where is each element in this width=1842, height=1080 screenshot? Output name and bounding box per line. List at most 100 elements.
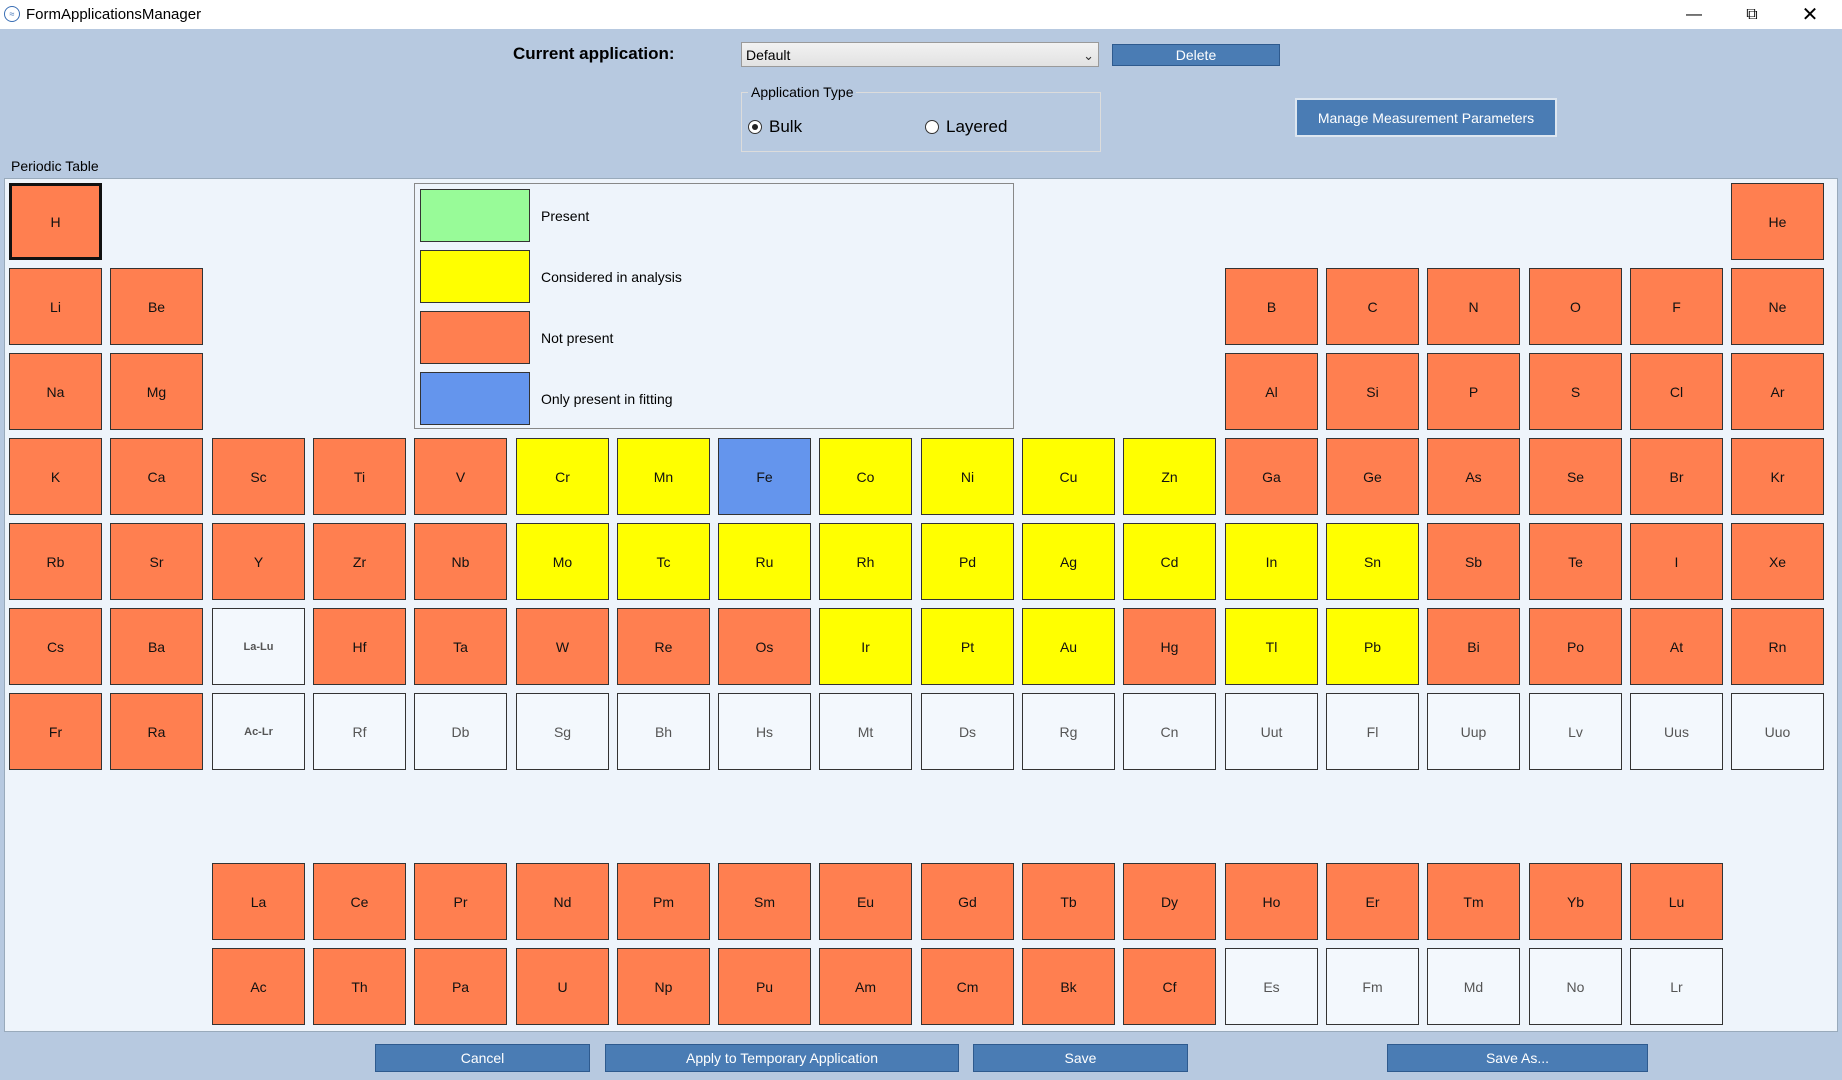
- element-k[interactable]: K: [9, 438, 102, 515]
- element-ce[interactable]: Ce: [313, 863, 406, 940]
- minimize-icon[interactable]: —: [1686, 5, 1702, 23]
- element-al[interactable]: Al: [1225, 353, 1318, 430]
- element-nd[interactable]: Nd: [516, 863, 609, 940]
- element-ac[interactable]: Ac: [212, 948, 305, 1025]
- element-cd[interactable]: Cd: [1123, 523, 1216, 600]
- element-ir[interactable]: Ir: [819, 608, 912, 685]
- element-ba[interactable]: Ba: [110, 608, 203, 685]
- element-hf[interactable]: Hf: [313, 608, 406, 685]
- element-uus[interactable]: Uus: [1630, 693, 1723, 770]
- element-rg[interactable]: Rg: [1022, 693, 1115, 770]
- save-as-button[interactable]: Save As...: [1387, 1044, 1648, 1072]
- element-la-lu[interactable]: La-Lu: [212, 608, 305, 685]
- element-y[interactable]: Y: [212, 523, 305, 600]
- element-np[interactable]: Np: [617, 948, 710, 1025]
- element-pd[interactable]: Pd: [921, 523, 1014, 600]
- element-cf[interactable]: Cf: [1123, 948, 1216, 1025]
- element-i[interactable]: I: [1630, 523, 1723, 600]
- element-cl[interactable]: Cl: [1630, 353, 1723, 430]
- element-ra[interactable]: Ra: [110, 693, 203, 770]
- element-dy[interactable]: Dy: [1123, 863, 1216, 940]
- element-ni[interactable]: Ni: [921, 438, 1014, 515]
- element-la[interactable]: La: [212, 863, 305, 940]
- cancel-button[interactable]: Cancel: [375, 1044, 590, 1072]
- element-o[interactable]: O: [1529, 268, 1622, 345]
- element-ne[interactable]: Ne: [1731, 268, 1824, 345]
- element-rf[interactable]: Rf: [313, 693, 406, 770]
- element-ga[interactable]: Ga: [1225, 438, 1318, 515]
- element-xe[interactable]: Xe: [1731, 523, 1824, 600]
- element-zn[interactable]: Zn: [1123, 438, 1216, 515]
- element-rb[interactable]: Rb: [9, 523, 102, 600]
- radio-bulk-indicator[interactable]: [748, 120, 762, 134]
- element-se[interactable]: Se: [1529, 438, 1622, 515]
- element-h[interactable]: H: [9, 183, 102, 260]
- element-w[interactable]: W: [516, 608, 609, 685]
- element-fe[interactable]: Fe: [718, 438, 811, 515]
- element-ta[interactable]: Ta: [414, 608, 507, 685]
- element-he[interactable]: He: [1731, 183, 1824, 260]
- element-rh[interactable]: Rh: [819, 523, 912, 600]
- element-kr[interactable]: Kr: [1731, 438, 1824, 515]
- element-tl[interactable]: Tl: [1225, 608, 1318, 685]
- element-bi[interactable]: Bi: [1427, 608, 1520, 685]
- element-u[interactable]: U: [516, 948, 609, 1025]
- element-cn[interactable]: Cn: [1123, 693, 1216, 770]
- element-sm[interactable]: Sm: [718, 863, 811, 940]
- element-uup[interactable]: Uup: [1427, 693, 1520, 770]
- element-cr[interactable]: Cr: [516, 438, 609, 515]
- element-bk[interactable]: Bk: [1022, 948, 1115, 1025]
- element-gd[interactable]: Gd: [921, 863, 1014, 940]
- element-ge[interactable]: Ge: [1326, 438, 1419, 515]
- element-re[interactable]: Re: [617, 608, 710, 685]
- current-application-select[interactable]: Default ⌄: [741, 42, 1099, 67]
- element-v[interactable]: V: [414, 438, 507, 515]
- element-lr[interactable]: Lr: [1630, 948, 1723, 1025]
- element-sr[interactable]: Sr: [110, 523, 203, 600]
- element-fr[interactable]: Fr: [9, 693, 102, 770]
- element-ho[interactable]: Ho: [1225, 863, 1318, 940]
- element-os[interactable]: Os: [718, 608, 811, 685]
- element-ru[interactable]: Ru: [718, 523, 811, 600]
- restore-icon[interactable]: ⧉: [1746, 5, 1758, 23]
- element-p[interactable]: P: [1427, 353, 1520, 430]
- element-hs[interactable]: Hs: [718, 693, 811, 770]
- save-button[interactable]: Save: [973, 1044, 1188, 1072]
- element-cu[interactable]: Cu: [1022, 438, 1115, 515]
- element-as[interactable]: As: [1427, 438, 1520, 515]
- element-pb[interactable]: Pb: [1326, 608, 1419, 685]
- delete-button[interactable]: Delete: [1112, 44, 1280, 66]
- apply-temporary-application-button[interactable]: Apply to Temporary Application: [605, 1044, 959, 1072]
- element-na[interactable]: Na: [9, 353, 102, 430]
- element-pu[interactable]: Pu: [718, 948, 811, 1025]
- element-n[interactable]: N: [1427, 268, 1520, 345]
- element-co[interactable]: Co: [819, 438, 912, 515]
- element-md[interactable]: Md: [1427, 948, 1520, 1025]
- element-zr[interactable]: Zr: [313, 523, 406, 600]
- element-pr[interactable]: Pr: [414, 863, 507, 940]
- element-au[interactable]: Au: [1022, 608, 1115, 685]
- element-mg[interactable]: Mg: [110, 353, 203, 430]
- element-c[interactable]: C: [1326, 268, 1419, 345]
- element-lu[interactable]: Lu: [1630, 863, 1723, 940]
- element-sb[interactable]: Sb: [1427, 523, 1520, 600]
- element-li[interactable]: Li: [9, 268, 102, 345]
- element-at[interactable]: At: [1630, 608, 1723, 685]
- element-mn[interactable]: Mn: [617, 438, 710, 515]
- element-b[interactable]: B: [1225, 268, 1318, 345]
- element-sg[interactable]: Sg: [516, 693, 609, 770]
- element-tb[interactable]: Tb: [1022, 863, 1115, 940]
- element-bh[interactable]: Bh: [617, 693, 710, 770]
- element-mt[interactable]: Mt: [819, 693, 912, 770]
- element-ti[interactable]: Ti: [313, 438, 406, 515]
- element-nb[interactable]: Nb: [414, 523, 507, 600]
- element-ag[interactable]: Ag: [1022, 523, 1115, 600]
- element-pt[interactable]: Pt: [921, 608, 1014, 685]
- element-am[interactable]: Am: [819, 948, 912, 1025]
- radio-layered[interactable]: Layered: [925, 117, 1007, 137]
- element-uuo[interactable]: Uuo: [1731, 693, 1824, 770]
- element-ca[interactable]: Ca: [110, 438, 203, 515]
- element-sc[interactable]: Sc: [212, 438, 305, 515]
- element-fl[interactable]: Fl: [1326, 693, 1419, 770]
- element-hg[interactable]: Hg: [1123, 608, 1216, 685]
